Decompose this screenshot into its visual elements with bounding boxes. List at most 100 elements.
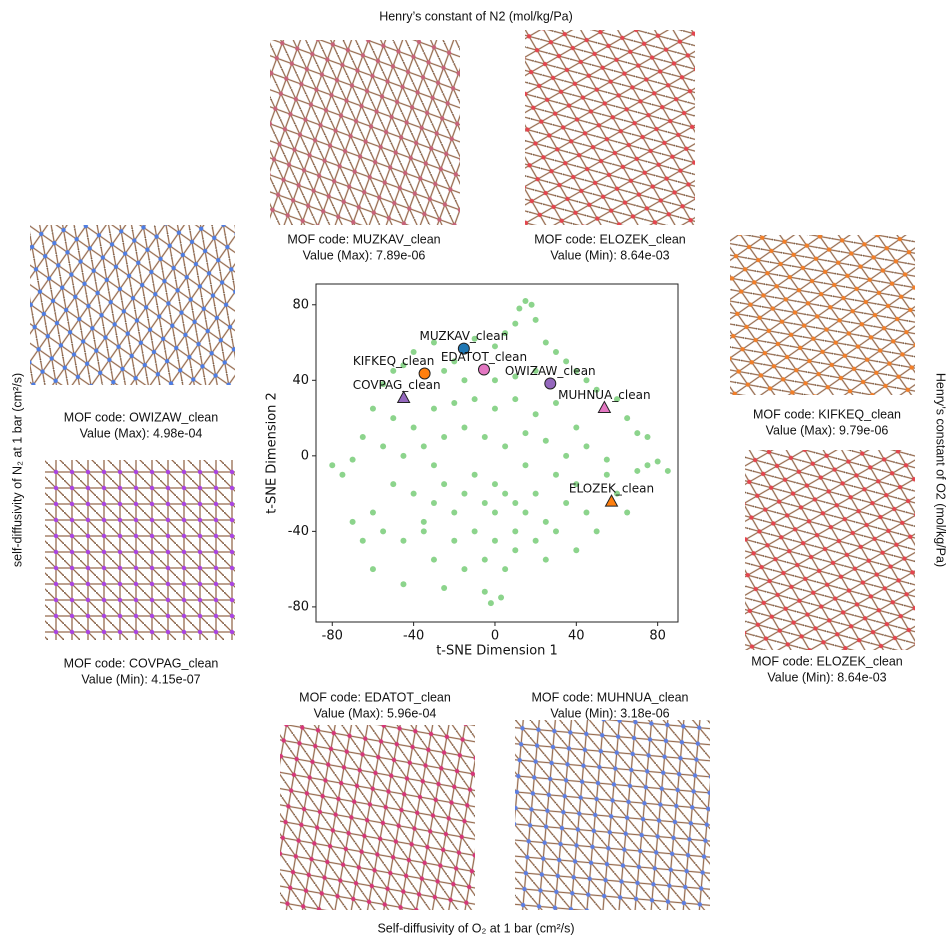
x-tick-label: 80	[649, 629, 666, 644]
point	[512, 547, 518, 553]
point	[451, 509, 457, 515]
point	[400, 538, 406, 544]
point	[543, 557, 549, 563]
point	[634, 430, 640, 436]
point	[522, 298, 528, 304]
y-tick-label: 80	[292, 297, 309, 312]
point	[350, 457, 356, 463]
point	[498, 594, 504, 600]
highlight-label: MUZKAV_clean	[419, 329, 508, 343]
point	[516, 306, 522, 312]
panel-code: MOF code: MUHNUA_clean	[532, 690, 689, 704]
point	[655, 458, 661, 464]
point	[390, 415, 396, 421]
point	[390, 481, 396, 487]
top-title: Henry’s constant of N2 (mol/kg/Pa)	[379, 9, 573, 23]
point	[522, 509, 528, 515]
point	[573, 425, 579, 431]
point	[451, 538, 457, 544]
point	[339, 472, 345, 478]
point	[553, 472, 559, 478]
point	[421, 519, 427, 525]
highlight-point	[545, 378, 556, 389]
point	[604, 457, 610, 463]
point	[583, 509, 589, 515]
point	[644, 434, 650, 440]
left-title: self-diffusivity of N₂ at 1 bar (cm²/s)	[10, 373, 24, 567]
point	[512, 528, 518, 534]
point	[502, 443, 508, 449]
y-tick-label: -40	[288, 524, 309, 539]
highlight-point	[478, 364, 489, 375]
point	[594, 528, 600, 534]
point	[522, 462, 528, 468]
point	[472, 396, 478, 402]
point	[360, 434, 366, 440]
point	[512, 500, 518, 506]
point	[553, 349, 559, 355]
panel-code: MOF code: MUZKAV_clean	[287, 232, 440, 246]
point	[543, 519, 549, 525]
figure: Henry’s constant of N2 (mol/kg/Pa) Self-…	[0, 0, 952, 945]
mof-structure	[730, 235, 915, 395]
mof-structure	[45, 460, 235, 640]
point	[411, 425, 417, 431]
panel-value: Value (Max): 7.89e-06	[303, 248, 426, 262]
mof-structure	[30, 225, 235, 385]
highlight-point	[398, 391, 410, 402]
point	[529, 302, 535, 308]
point	[583, 377, 589, 383]
point	[512, 321, 518, 327]
point	[604, 472, 610, 478]
panel-code: MOF code: EDATOT_clean	[299, 690, 451, 704]
panel-code: MOF code: ELOZEK_clean	[534, 232, 686, 246]
highlight-point	[598, 401, 610, 412]
x-tick-label: 0	[491, 629, 499, 644]
point	[482, 500, 488, 506]
point	[492, 538, 498, 544]
point	[553, 528, 559, 534]
point	[431, 557, 437, 563]
mof-structure	[525, 30, 695, 225]
panel-code: MOF code: OWIZAW_clean	[64, 410, 218, 424]
point	[502, 491, 508, 497]
point	[461, 377, 467, 383]
point	[634, 468, 640, 474]
point	[482, 589, 488, 595]
highlight-label: MUHNUA_clean	[558, 388, 650, 402]
panel-value: Value (Min): 3.18e-06	[550, 706, 669, 720]
point	[488, 600, 494, 606]
point	[441, 368, 447, 374]
bottom-title: Self-diffusivity of O₂ at 1 bar (cm²/s)	[377, 921, 574, 935]
point	[472, 472, 478, 478]
point	[492, 481, 498, 487]
point	[461, 566, 467, 572]
highlight-label: KIFKEQ_clean	[353, 354, 434, 368]
y-tick-label: 0	[301, 448, 309, 463]
point	[522, 430, 528, 436]
point	[472, 528, 478, 534]
point	[533, 411, 539, 417]
point	[400, 453, 406, 459]
highlight-label: EDATOT_clean	[441, 350, 527, 364]
panel-value: Value (Min): 4.15e-07	[81, 672, 200, 686]
point	[502, 566, 508, 572]
panel-code: MOF code: ELOZEK_clean	[751, 654, 903, 668]
point	[431, 500, 437, 506]
point	[451, 400, 457, 406]
mof-structure	[745, 450, 915, 650]
highlight-label: OWIZAW_clean	[505, 364, 596, 378]
y-axis-label: t-SNE Dimension 2	[265, 392, 280, 514]
panel-code: MOF code: KIFKEQ_clean	[753, 407, 901, 421]
mof-structure	[280, 725, 475, 910]
x-tick-label: -80	[322, 629, 343, 644]
y-tick-label: -80	[288, 599, 309, 614]
point	[543, 438, 549, 444]
point	[411, 491, 417, 497]
point	[431, 406, 437, 412]
point	[380, 528, 386, 534]
point	[482, 557, 488, 563]
point	[360, 538, 366, 544]
point	[512, 396, 518, 402]
highlight-label: COVPAG_clean	[353, 378, 441, 392]
